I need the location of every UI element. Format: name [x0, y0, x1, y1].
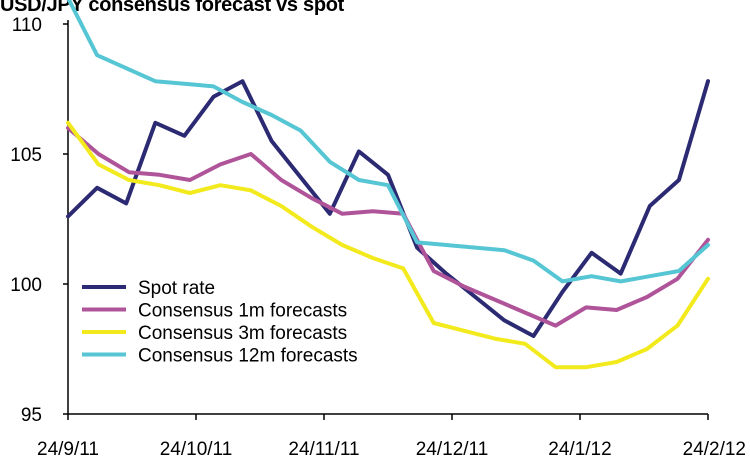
- series-line-3: [66, 120, 710, 370]
- series-lines: [66, 0, 710, 370]
- y-tick-label: 95: [21, 405, 42, 426]
- chart-title: USD/JPY consensus forecast vs spot: [0, 0, 345, 16]
- x-tick-label: 24/1/12: [548, 439, 611, 460]
- axes: 95 100 105 110 24/9/11 24/10/11 24/11/11 24/12/…: [10, 15, 746, 460]
- legend-label: Consensus 12m forecasts: [138, 346, 358, 367]
- legend-label: Spot rate: [138, 278, 215, 299]
- series-line-1: [66, 79, 710, 338]
- y-tick-label: 100: [10, 275, 42, 296]
- y-tick-label: 105: [10, 145, 42, 166]
- x-tick-label: 24/9/11: [37, 439, 99, 460]
- y-tick-label: 110: [12, 15, 42, 36]
- series-line-4: [66, 0, 710, 284]
- legend-label: Consensus 3m forecasts: [138, 323, 347, 344]
- x-tick-label: 24/2/12: [683, 439, 746, 460]
- legend-label: Consensus 1m forecasts: [138, 301, 347, 322]
- series-line-2: [66, 126, 710, 328]
- x-tick-label: 24/10/11: [160, 439, 233, 460]
- x-tick-label: 24/12/11: [416, 439, 489, 460]
- x-tick-label: 24/11/11: [288, 439, 359, 460]
